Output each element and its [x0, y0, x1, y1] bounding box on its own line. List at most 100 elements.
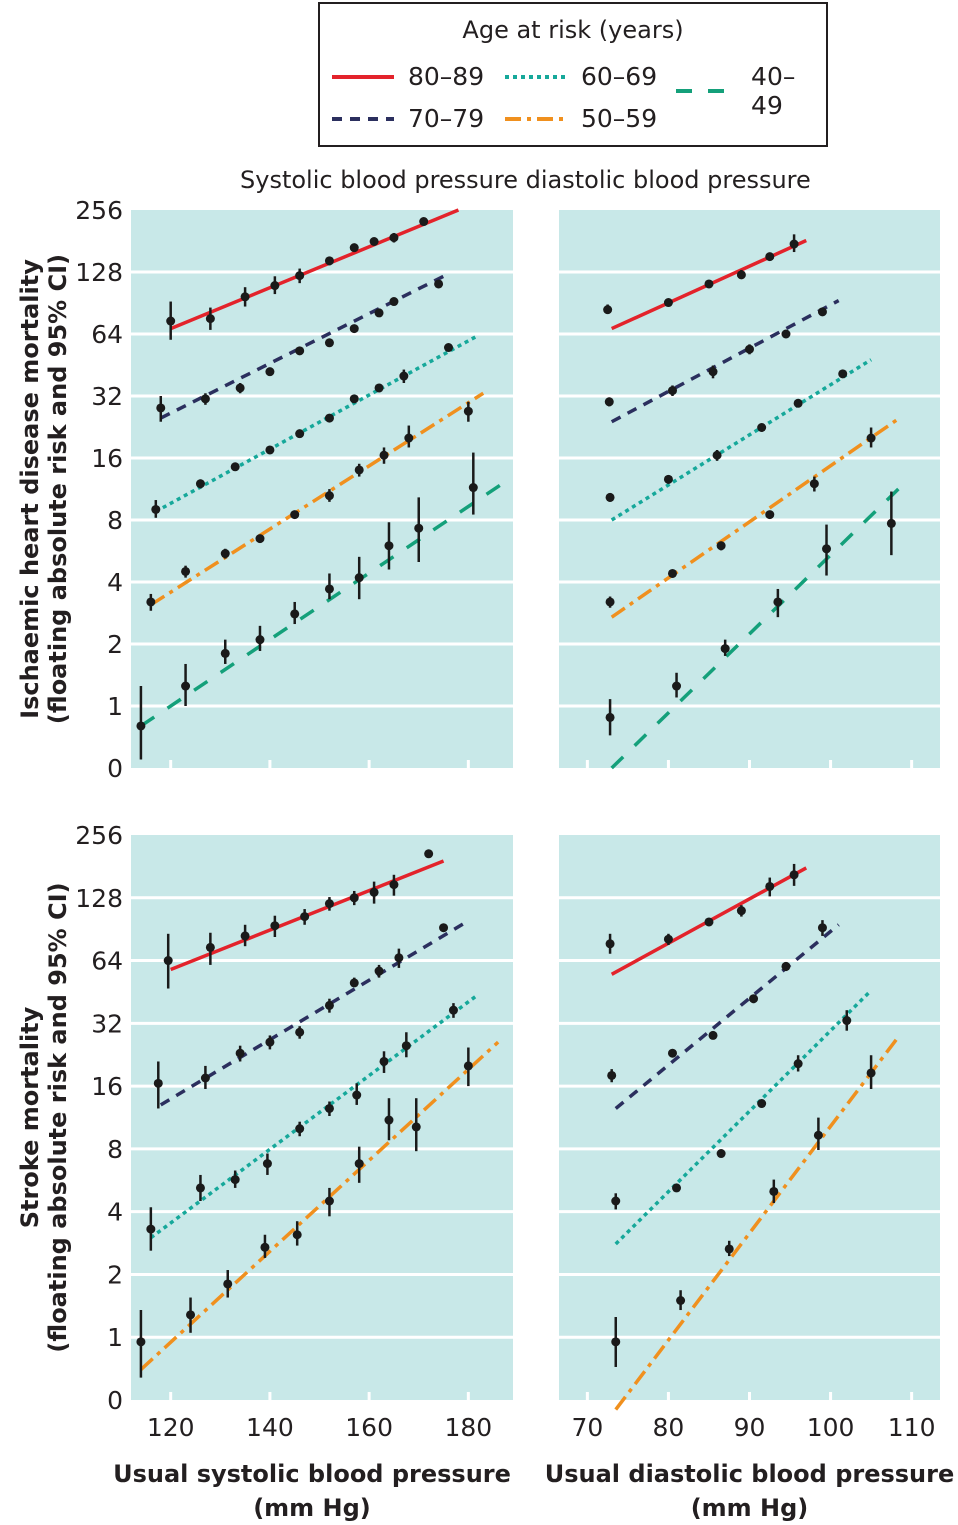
legend-item-80-89: 80–89 [332, 62, 484, 91]
x-tick-label: 70 [571, 1413, 603, 1442]
data-point-60-69 [379, 1056, 389, 1066]
data-point-80-89 [166, 316, 176, 326]
data-point-50-59 [255, 534, 265, 544]
data-point-70-79 [781, 961, 791, 971]
data-point-50-59 [463, 406, 473, 416]
data-point-70-79 [265, 367, 275, 377]
data-point-70-79 [708, 367, 718, 377]
y-tick-label: 4 [107, 568, 123, 597]
panel-background-ihd-systolic [131, 210, 513, 768]
data-point-40-49 [414, 523, 424, 533]
legend-item-60-69: 60–69 [505, 62, 657, 91]
data-point-70-79 [394, 953, 404, 963]
data-point-60-69 [324, 413, 334, 423]
data-point-70-79 [295, 1027, 305, 1037]
data-point-60-69 [295, 1124, 305, 1134]
data-point-60-69 [716, 1149, 726, 1159]
data-point-60-69 [838, 369, 848, 379]
data-point-80-89 [704, 917, 714, 927]
data-point-40-49 [181, 681, 191, 691]
fit-line-60-69 [614, 989, 873, 1246]
legend-swatch-50-59 [505, 116, 567, 121]
x-tick-label: 140 [246, 1413, 294, 1442]
data-point-80-89 [605, 939, 615, 949]
x-axis-label: Usual systolic blood pressure [113, 1460, 511, 1488]
x-tick-label: 160 [345, 1413, 393, 1442]
legend-swatch-80-89 [332, 74, 394, 79]
panel-background-ihd-diastolic [559, 210, 940, 768]
x-tick-label: 90 [734, 1413, 766, 1442]
data-point-60-69 [793, 398, 803, 408]
data-point-50-59 [765, 510, 775, 520]
data-point-70-79 [607, 1070, 617, 1080]
data-point-40-49 [605, 712, 615, 722]
x-tick-label: 120 [147, 1413, 195, 1442]
data-point-60-69 [230, 462, 240, 472]
data-point-50-59 [404, 433, 414, 443]
x-tick-label: 110 [888, 1413, 936, 1442]
data-point-80-89 [663, 934, 673, 944]
data-point-50-59 [716, 541, 726, 551]
data-point-80-89 [295, 271, 305, 281]
data-point-50-59 [667, 568, 677, 578]
y-tick-label: 2 [107, 630, 123, 659]
data-point-80-89 [424, 849, 434, 859]
y-tick-label: 1 [107, 1323, 123, 1352]
data-point-70-79 [817, 923, 827, 933]
fit-line-60-69 [154, 333, 480, 514]
data-point-40-49 [354, 573, 364, 583]
data-point-50-59 [724, 1244, 734, 1254]
data-point-50-59 [605, 597, 615, 607]
x-tick-label: 180 [444, 1413, 492, 1442]
data-point-60-69 [352, 1090, 362, 1100]
data-point-50-59 [866, 1068, 876, 1078]
data-point-60-69 [195, 479, 205, 489]
data-point-60-69 [672, 1183, 682, 1193]
data-point-80-89 [270, 921, 280, 931]
y-tick-label: 8 [107, 506, 123, 535]
data-point-60-69 [151, 504, 161, 514]
data-point-70-79 [667, 1048, 677, 1058]
data-point-70-79 [817, 307, 827, 317]
data-point-50-59 [354, 1159, 364, 1169]
data-point-50-59 [290, 510, 300, 520]
y-tick-label: 32 [91, 382, 123, 411]
y-tick-label: 16 [91, 1072, 123, 1101]
data-point-60-69 [757, 423, 767, 433]
data-point-50-59 [769, 1186, 779, 1196]
fit-line-40-49 [610, 478, 909, 770]
data-point-50-59 [813, 1130, 823, 1140]
data-point-60-69 [265, 445, 275, 455]
fit-line-70-79 [159, 922, 465, 1107]
fit-line-80-89 [170, 208, 460, 331]
data-point-50-59 [611, 1337, 621, 1347]
chart-subtitle: Systolic blood pressure diastolic blood … [240, 166, 811, 194]
data-point-80-89 [349, 893, 359, 903]
data-point-80-89 [369, 887, 379, 897]
data-point-80-89 [603, 305, 613, 315]
y-tick-label: 64 [91, 320, 123, 349]
data-point-60-69 [605, 492, 615, 502]
data-point-80-89 [324, 899, 334, 909]
y-axis-label: (floating absolute risk and 95% CI) [44, 254, 72, 724]
x-tick-label: 100 [807, 1413, 855, 1442]
legend-item-40-49: 40–49 [676, 62, 826, 120]
data-point-50-59 [146, 597, 156, 607]
legend-title: Age at risk (years) [462, 16, 684, 44]
y-tick-label: 1 [107, 692, 123, 721]
data-point-50-59 [260, 1242, 270, 1252]
data-point-70-79 [439, 923, 449, 933]
data-point-40-49 [672, 681, 682, 691]
data-point-70-79 [604, 397, 614, 407]
data-point-70-79 [200, 1073, 210, 1083]
legend-label: 80–89 [408, 62, 485, 91]
data-point-70-79 [749, 994, 759, 1004]
data-point-70-79 [324, 1000, 334, 1010]
data-point-40-49 [324, 584, 334, 594]
data-point-80-89 [205, 942, 215, 952]
panel-background-stroke-diastolic [559, 835, 940, 1400]
data-point-70-79 [374, 966, 384, 976]
data-point-70-79 [295, 346, 305, 356]
data-point-60-69 [374, 383, 384, 393]
data-point-80-89 [163, 956, 173, 966]
